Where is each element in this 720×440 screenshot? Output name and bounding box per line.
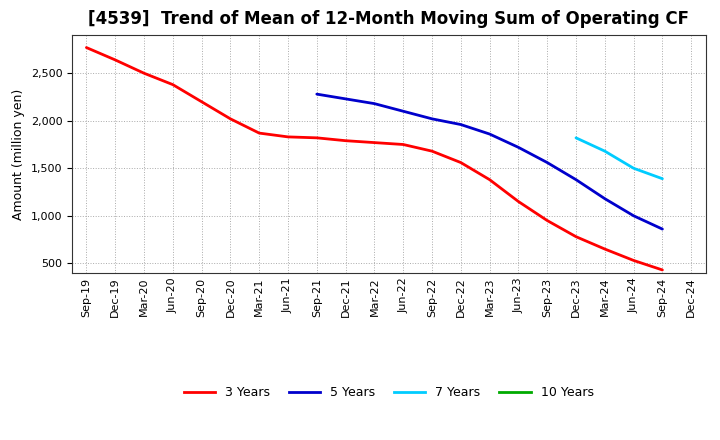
3 Years [82, 45, 91, 50]
3 Years [485, 177, 494, 182]
7 Years [629, 165, 638, 171]
7 Years [658, 176, 667, 181]
3 Years [111, 57, 120, 62]
3 Years [255, 130, 264, 136]
3 Years [140, 70, 148, 76]
3 Years [543, 218, 552, 223]
Line: 3 Years: 3 Years [86, 48, 662, 270]
3 Years [370, 140, 379, 145]
5 Years [629, 213, 638, 218]
3 Years [197, 99, 206, 104]
5 Years [341, 96, 350, 102]
3 Years [428, 149, 436, 154]
Line: 5 Years: 5 Years [317, 94, 662, 229]
5 Years [514, 145, 523, 150]
Y-axis label: Amount (million yen): Amount (million yen) [12, 88, 25, 220]
5 Years [658, 227, 667, 232]
3 Years [456, 160, 465, 165]
5 Years [600, 196, 609, 202]
3 Years [399, 142, 408, 147]
5 Years [485, 132, 494, 137]
3 Years [226, 116, 235, 121]
5 Years [312, 92, 321, 97]
3 Years [572, 234, 580, 239]
7 Years [572, 135, 580, 140]
5 Years [543, 160, 552, 165]
5 Years [399, 109, 408, 114]
Legend: 3 Years, 5 Years, 7 Years, 10 Years: 3 Years, 5 Years, 7 Years, 10 Years [179, 381, 598, 404]
Title: [4539]  Trend of Mean of 12-Month Moving Sum of Operating CF: [4539] Trend of Mean of 12-Month Moving … [89, 10, 689, 28]
5 Years [428, 116, 436, 121]
3 Years [514, 199, 523, 204]
3 Years [658, 268, 667, 273]
3 Years [284, 134, 292, 139]
Line: 7 Years: 7 Years [576, 138, 662, 179]
3 Years [168, 82, 177, 87]
3 Years [312, 135, 321, 140]
7 Years [600, 149, 609, 154]
3 Years [341, 138, 350, 143]
3 Years [600, 246, 609, 252]
5 Years [572, 177, 580, 182]
5 Years [370, 101, 379, 106]
5 Years [456, 122, 465, 127]
3 Years [629, 258, 638, 263]
